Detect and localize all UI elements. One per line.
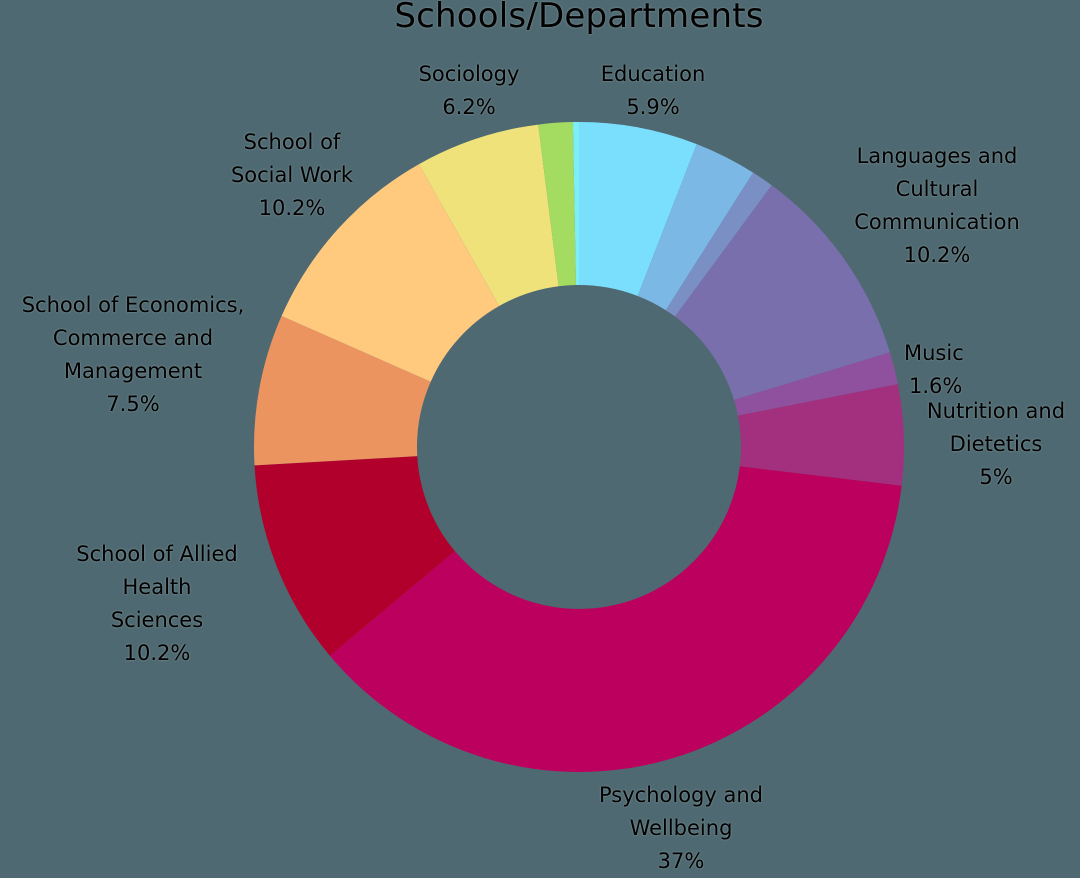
donut-slice-school-of-economics-commerce-and-management (254, 316, 431, 466)
donut-slice-music (733, 352, 898, 416)
donut-slice-school-of-allied-health-sciences (254, 456, 455, 656)
chart-title: Schools/Departments (394, 0, 764, 36)
label-allied-health: School of Allied Health Sciences 10.2% (76, 542, 238, 665)
donut-slice-nutrition-and-dietetics (737, 384, 904, 486)
donut-slice-languages-and-cultural-communication (675, 185, 890, 400)
label-languages: Languages and Cultural Communication 10.… (854, 144, 1020, 267)
donut-slice-unlabeled (538, 122, 576, 287)
label-economics: School of Economics, Commerce and Manage… (21, 293, 245, 416)
donut-slice-unlabeled (665, 172, 772, 317)
donut-slice-education (579, 122, 697, 297)
donut-slice-school-of-social-work (281, 164, 500, 382)
donut-slice-psychology-and-wellbeing (329, 466, 902, 772)
label-nutrition: Nutrition and Dietetics 5% (926, 399, 1066, 489)
label-social-work: School of Social Work 10.2% (230, 130, 354, 220)
label-sociology: Sociology 6.2% (418, 62, 520, 119)
label-psychology: Psychology and Wellbeing 37% (599, 783, 763, 873)
donut-slices (254, 122, 904, 772)
donut-slice-unlabeled (572, 122, 579, 286)
label-education: Education 5.9% (600, 62, 706, 119)
donut-slice-sociology (418, 124, 559, 307)
donut-slice-unlabeled (637, 144, 754, 311)
label-music: Music 1.6% (904, 341, 964, 398)
